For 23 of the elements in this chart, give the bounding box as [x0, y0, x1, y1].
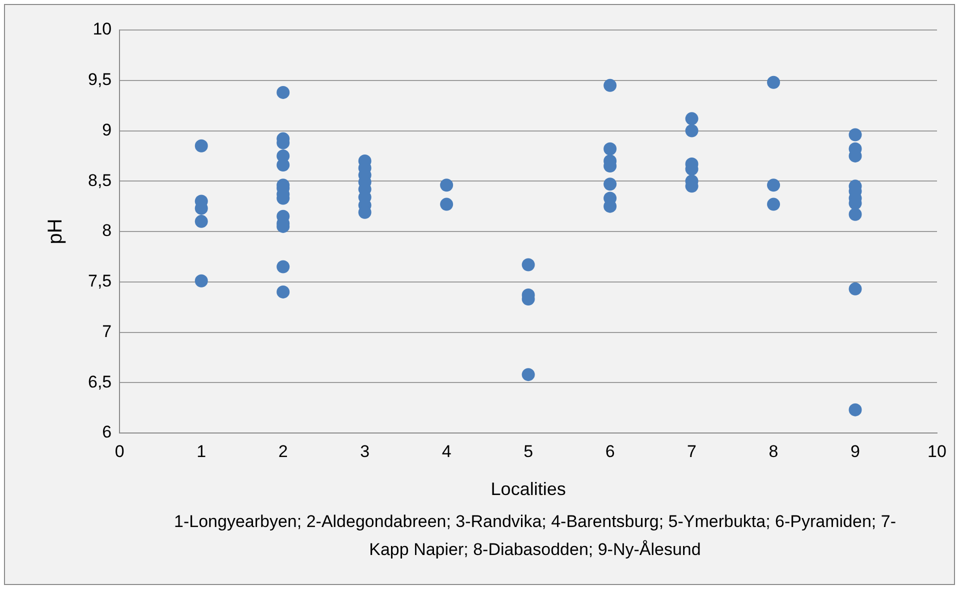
y-axis-title: pH	[44, 218, 67, 244]
y-tick-label: 10	[92, 20, 112, 39]
y-tick-label: 6	[102, 422, 112, 442]
y-tick-label: 6,5	[88, 372, 112, 392]
x-tick-label: 4	[442, 442, 452, 461]
x-tick-label: 2	[278, 442, 288, 461]
x-tick-label: 1	[196, 442, 206, 461]
x-tick-label: 6	[605, 442, 615, 461]
text: 1-Longyearbyen; 2-Aldegondabreen; 3-Randvika; 4-Barentsburg; 5-Ymerbukta; 6-Pyramiden; 7-Kapp Napier; 8-Diabasodden; 9-Ny-Ålesund	[173, 511, 897, 561]
y-tick-label: 9,5	[88, 70, 112, 90]
x-tick-label: 0	[114, 442, 124, 461]
y-tick-label: 9	[102, 120, 112, 140]
x-tick-label: 5	[524, 442, 534, 461]
x-axis-title: Localities	[490, 479, 566, 500]
x-tick-label: 10	[928, 442, 946, 461]
x-tick-label: 7	[687, 442, 697, 461]
x-tick-label: 9	[850, 442, 860, 461]
y-tick-label: 7,5	[88, 272, 112, 291]
x-tick-label: 8	[768, 442, 778, 461]
y-tick-label: 8	[102, 221, 112, 240]
x-tick-label: 3	[360, 442, 370, 461]
y-tick-label: 7	[102, 322, 112, 341]
y-tick-label: 8,5	[88, 170, 112, 190]
